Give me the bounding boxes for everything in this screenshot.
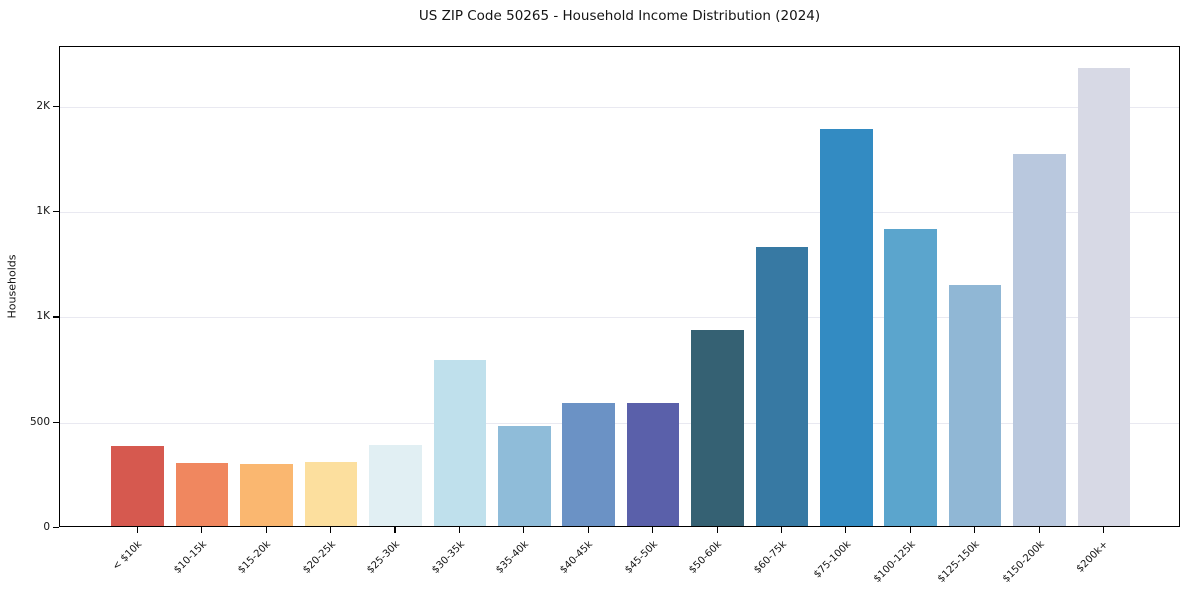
y-axis-label: Households [5,254,19,319]
y-tick-label-500: 500 [29,415,50,428]
x-tick-mark [780,527,783,533]
x-tick-label-$30-35k: $30-35k [429,539,467,576]
bar-$100-125k [884,229,938,526]
x-tick-mark [201,527,203,533]
x-tick-mark [909,527,911,533]
x-tick-label-$100-125k: $100-125k [871,539,918,585]
x-tick-mark [1038,527,1040,533]
bar-$25-30k [369,444,422,526]
bar-$10-15k [175,462,229,526]
x-tick-mark [1103,527,1105,533]
x-axis-tick-labels: < $10k $10-15k $15-20k $20-25k $25-30k $30-35… [59,533,1180,585]
x-tick-label-$35-40k: $35-40k [494,539,531,576]
bar-$60-75k [755,247,809,526]
y-tick-label-2K: 2K [36,99,50,112]
x-tick-mark [265,527,267,533]
gridline-1500 [60,212,1179,214]
x-tick-label-$75-100k: $75-100k [811,539,854,581]
gridline-2000 [60,106,1179,108]
y-tick-mark [53,527,59,529]
x-tick-label-$10-15k: $10-15k [171,539,209,576]
x-tick-label-$150-200k: $150-200k [1000,539,1047,585]
bar-$20-25k [304,461,358,526]
x-tick-mark [330,527,332,533]
y-tick-mark [53,105,59,107]
y-tick-label-1K: 1K [36,205,50,218]
bar-$45-50k [626,402,680,526]
x-tick-mark [587,527,589,533]
bar-$125-150k [948,284,1002,526]
bar-$75-100k [820,129,873,526]
bar-$15-20k [240,463,293,526]
plot-area [59,46,1180,527]
x-tick-mark [974,527,976,533]
bar-$50-60k [691,330,744,526]
x-tick-label-$125-150k: $125-150k [936,539,982,585]
x-tick-label-< $10k: < $10k [110,539,145,573]
x-tick-label-$40-45k: $40-45k [558,539,596,576]
x-tick-label-$50-60k: $50-60k [687,539,725,576]
bar-$40-45k [562,402,615,526]
y-tick-mark [53,316,59,318]
x-tick-label-$25-30k: $25-30k [365,539,403,576]
x-tick-mark [652,527,654,533]
y-tick-label-1K: 1K [36,310,50,323]
gridline-500 [60,422,1179,424]
y-tick-label-0: 0 [43,521,50,533]
x-tick-label-$15-20k: $15-20k [236,539,274,576]
x-tick-label-$45-50k: $45-50k [622,539,660,576]
x-tick-mark [136,527,138,533]
bar-< $10k [111,446,165,526]
chart-title: US ZIP Code 50265 - Household Income Dis… [418,8,821,24]
bar-$35-40k [497,426,551,526]
x-tick-mark [458,527,460,533]
x-tick-mark [716,527,718,533]
bar-$150-200k [1013,154,1066,526]
bar-$200k+ [1077,68,1131,526]
x-tick-mark [523,527,525,533]
x-tick-label-$60-75k: $60-75k [751,539,789,576]
x-tick-label-$200k+: $200k+ [1074,539,1111,575]
x-tick-mark [394,527,396,533]
x-tick-mark [845,527,847,533]
bar-$30-35k [433,359,487,526]
y-tick-mark [53,421,59,423]
gridline-1000 [60,317,1179,319]
y-tick-mark [53,211,59,213]
x-tick-label-$20-25k: $20-25k [300,539,338,576]
